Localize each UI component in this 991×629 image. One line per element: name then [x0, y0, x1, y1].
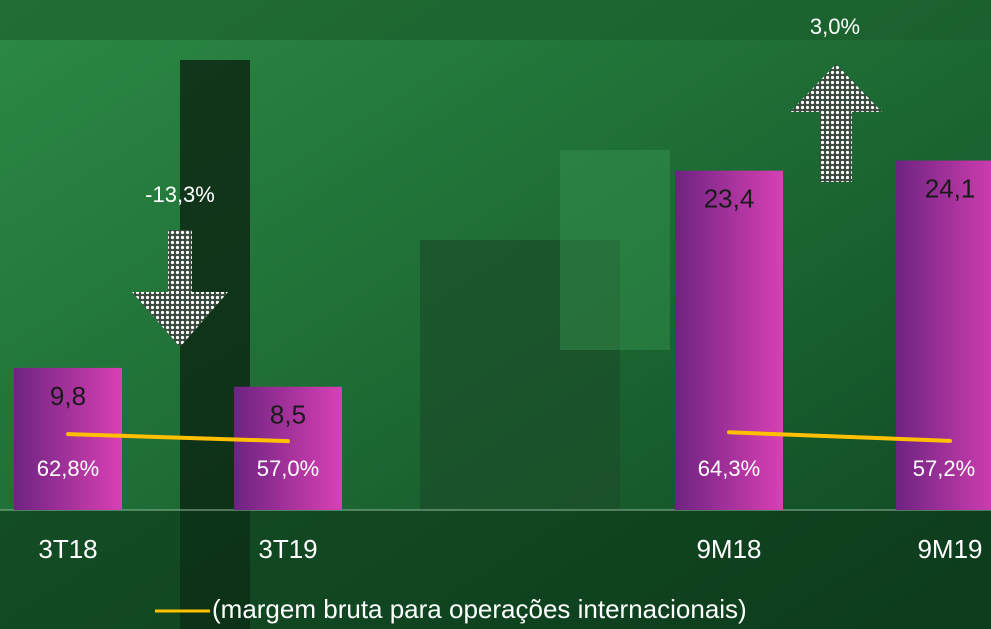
value-label: 8,5 [270, 400, 306, 430]
legend-label: (margem bruta para operações internacion… [212, 594, 747, 624]
bar [675, 170, 783, 510]
x-tick-label: 9M18 [696, 534, 761, 564]
margin-label: 64,3% [698, 456, 760, 481]
bar [234, 386, 342, 510]
annotation-arrows [132, 64, 882, 347]
margin-line [727, 430, 952, 443]
x-tick-label: 3T19 [258, 534, 317, 564]
margin-label: 57,0% [257, 456, 319, 481]
margin-label: 57,2% [913, 456, 975, 481]
value-label: 23,4 [704, 184, 755, 214]
annotation: 3,0% [810, 14, 860, 39]
bar [896, 160, 991, 511]
annotation: -13,3% [145, 182, 215, 207]
x-tick-label: 9M19 [917, 534, 982, 564]
value-label: 24,1 [925, 173, 976, 203]
bar [14, 367, 122, 510]
value-label: 9,8 [50, 381, 86, 411]
margin-line [66, 432, 290, 444]
x-tick-label: 3T18 [38, 534, 97, 564]
margin-label: 62,8% [37, 456, 99, 481]
